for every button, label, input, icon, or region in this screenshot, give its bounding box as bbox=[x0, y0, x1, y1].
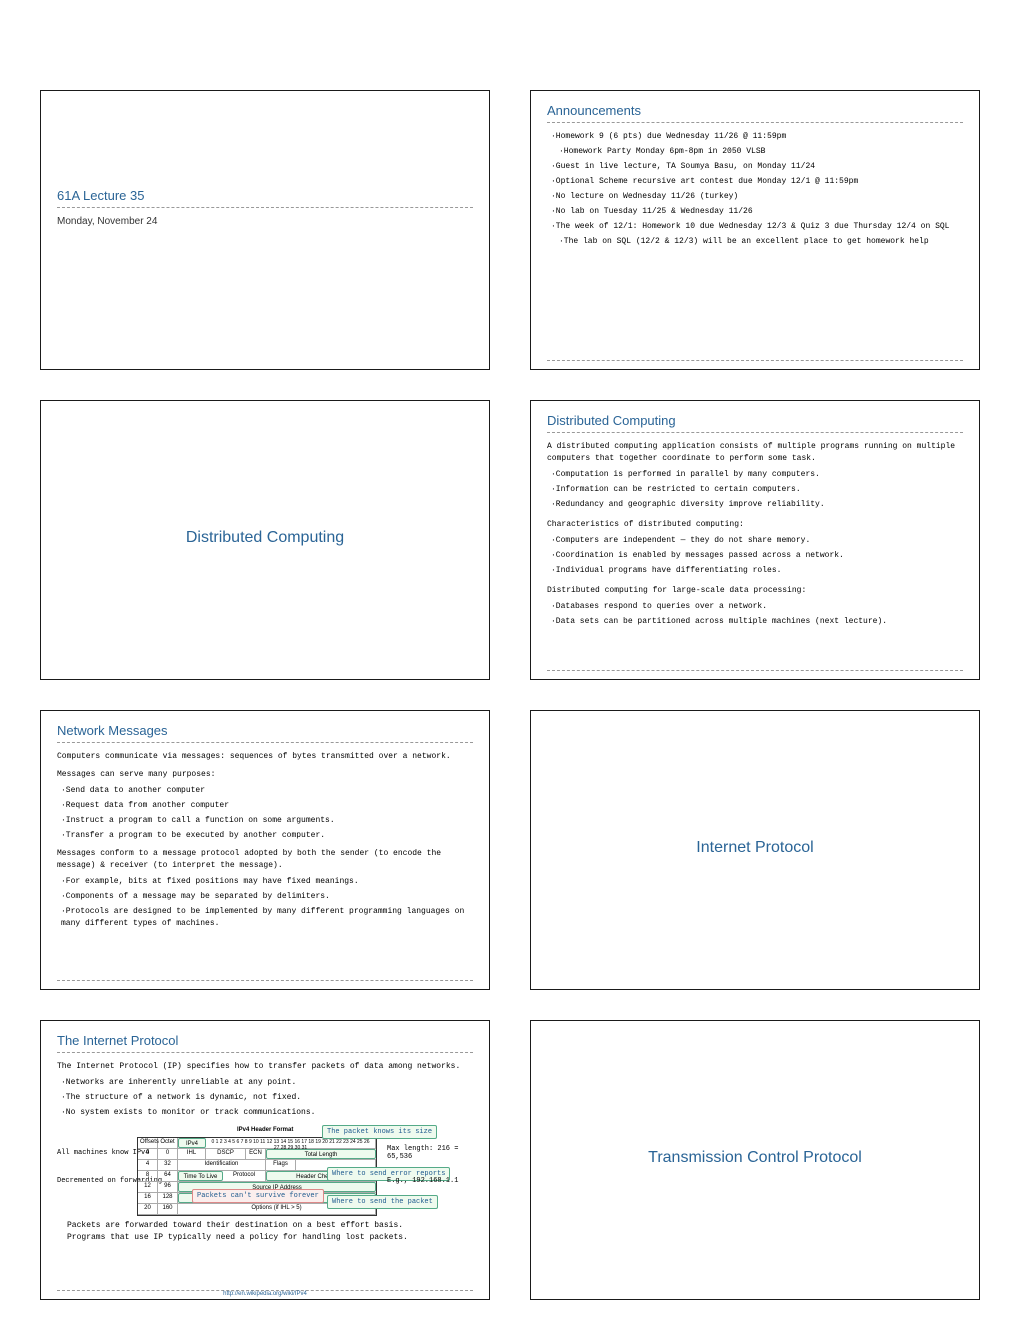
intro-para: The Internet Protocol (IP) specifies how… bbox=[57, 1061, 473, 1073]
divider bbox=[57, 742, 473, 743]
cell: Time To Live bbox=[178, 1171, 223, 1181]
slide-section-title: Transmission Control Protocol bbox=[530, 1020, 980, 1300]
bullet: ·No lab on Tuesday 11/25 & Wednesday 11/… bbox=[547, 206, 963, 218]
bullet: ·Send data to another computer bbox=[57, 785, 473, 797]
bullet: ·Guest in live lecture, TA Soumya Basu, … bbox=[547, 161, 963, 173]
intro-para: A distributed computing application cons… bbox=[547, 441, 963, 465]
ann-left: All machines know IPv4 bbox=[57, 1149, 149, 1157]
lecture-date: Monday, November 24 bbox=[57, 216, 473, 227]
slide-network-messages: Network Messages Computers communicate v… bbox=[40, 710, 490, 990]
bullet: ·Protocols are designed to be implemente… bbox=[57, 906, 473, 930]
divider bbox=[57, 1052, 473, 1053]
intro-para: Computers communicate via messages: sequ… bbox=[57, 751, 473, 763]
cell: Identification bbox=[178, 1160, 266, 1170]
divider bbox=[547, 360, 963, 361]
bullet: ·The structure of a network is dynamic, … bbox=[57, 1092, 473, 1104]
slide-title-card: 61A Lecture 35 Monday, November 24 bbox=[40, 90, 490, 370]
para: Messages conform to a message protocol a… bbox=[57, 848, 473, 872]
bullet: ·Computation is performed in parallel by… bbox=[547, 469, 963, 481]
bullet: ·Transfer a program to be executed by an… bbox=[57, 830, 473, 842]
cell: Flags bbox=[266, 1160, 296, 1170]
cell: 4 bbox=[138, 1160, 158, 1170]
slide-heading: Network Messages bbox=[57, 723, 473, 738]
bullet: ·Data sets can be partitioned across mul… bbox=[547, 616, 963, 628]
ipv4-box: IPv4 bbox=[178, 1138, 206, 1148]
sub-bullet: ·Homework Party Monday 6pm-8pm in 2050 V… bbox=[547, 146, 963, 158]
section-heading: Internet Protocol bbox=[696, 839, 813, 857]
slide-announcements: Announcements ·Homework 9 (6 pts) due We… bbox=[530, 90, 980, 370]
slide-body: A distributed computing application cons… bbox=[547, 441, 963, 628]
cell: 96 bbox=[158, 1182, 178, 1192]
divider bbox=[547, 670, 963, 671]
bullet: ·Individual programs have differentiatin… bbox=[547, 565, 963, 577]
cell: Octet bbox=[158, 1138, 178, 1148]
bullet: ·No system exists to monitor or track co… bbox=[57, 1107, 473, 1119]
ann-right: Max length: 216 = 65,536 bbox=[387, 1145, 473, 1161]
bullet: ·Optional Scheme recursive art contest d… bbox=[547, 176, 963, 188]
section-heading: Transmission Control Protocol bbox=[648, 1149, 862, 1167]
bullet: ·Instruct a program to call a function o… bbox=[57, 815, 473, 827]
cell: 16 bbox=[138, 1193, 158, 1203]
subhead: Distributed computing for large-scale da… bbox=[547, 585, 963, 597]
cell: IHL bbox=[178, 1149, 206, 1159]
bullet: ·Information can be restricted to certai… bbox=[547, 484, 963, 496]
cell: 20 bbox=[138, 1204, 158, 1214]
cell: 32 bbox=[158, 1160, 178, 1170]
bullet: ·Redundancy and geographic diversity imp… bbox=[547, 499, 963, 511]
bullet: ·No lecture on Wednesday 11/26 (turkey) bbox=[547, 191, 963, 203]
bullet: ·Request data from another computer bbox=[57, 800, 473, 812]
lecture-title: 61A Lecture 35 bbox=[57, 188, 473, 203]
ann-right: Where to send the packet bbox=[327, 1195, 438, 1209]
bullet: ·Homework 9 (6 pts) due Wednesday 11/26 … bbox=[547, 131, 963, 143]
slide-section-title: Distributed Computing bbox=[40, 400, 490, 680]
cell: 0 bbox=[158, 1149, 178, 1159]
cell: DSCP bbox=[206, 1149, 246, 1159]
cell: 12 bbox=[138, 1182, 158, 1192]
section-heading: Distributed Computing bbox=[186, 529, 344, 547]
ann-right: E.g., 192.168.1.1 bbox=[387, 1177, 458, 1185]
cell: Offsets bbox=[138, 1138, 158, 1148]
subhead: Characteristics of distributed computing… bbox=[547, 519, 963, 531]
diagram-header: IPv4 Header Format bbox=[237, 1127, 293, 1133]
ipv4-diagram: All machines know IPv4 Decremented on fo… bbox=[57, 1127, 473, 1237]
slide-body: The Internet Protocol (IP) specifies how… bbox=[57, 1061, 473, 1119]
bullet: ·The week of 12/1: Homework 10 due Wedne… bbox=[547, 221, 963, 233]
cell: Total Length bbox=[266, 1149, 376, 1159]
subhead: Messages can serve many purposes: bbox=[57, 769, 473, 781]
divider bbox=[547, 432, 963, 433]
bullet: ·Computers are independent — they do not… bbox=[547, 535, 963, 547]
cell: 64 bbox=[158, 1171, 178, 1181]
bottom-para: Programs that use IP typically need a po… bbox=[67, 1233, 408, 1242]
bullet: ·For example, bits at fixed positions ma… bbox=[57, 876, 473, 888]
cell: 160 bbox=[158, 1204, 178, 1214]
sub-bullet: ·The lab on SQL (12/2 & 12/3) will be an… bbox=[547, 236, 963, 248]
bottom-para: Packets are forwarded toward their desti… bbox=[67, 1221, 403, 1230]
cell: Protocol bbox=[223, 1171, 266, 1181]
slide-heading: Announcements bbox=[547, 103, 963, 118]
slide-heading: Distributed Computing bbox=[547, 413, 963, 428]
slide-heading: The Internet Protocol bbox=[57, 1033, 473, 1048]
ann-right: The packet knows its size bbox=[322, 1125, 437, 1139]
cell: 128 bbox=[158, 1193, 178, 1203]
source-url: http://en.wikipedia.org/wiki/IPv4 bbox=[223, 1291, 307, 1297]
slide-grid: 61A Lecture 35 Monday, November 24 Annou… bbox=[40, 90, 980, 1300]
slide-distributed-computing: Distributed Computing A distributed comp… bbox=[530, 400, 980, 680]
bullet: ·Components of a message may be separate… bbox=[57, 891, 473, 903]
divider bbox=[547, 122, 963, 123]
divider bbox=[57, 207, 473, 208]
bullet: ·Databases respond to queries over a net… bbox=[547, 601, 963, 613]
cell: 8 bbox=[138, 1171, 158, 1181]
bullet: ·Coordination is enabled by messages pas… bbox=[547, 550, 963, 562]
cell: 0 bbox=[138, 1149, 158, 1159]
ann-survive: Packets can't survive forever bbox=[192, 1189, 324, 1203]
slide-section-title: Internet Protocol bbox=[530, 710, 980, 990]
announcement-body: ·Homework 9 (6 pts) due Wednesday 11/26 … bbox=[547, 131, 963, 248]
slide-body: Computers communicate via messages: sequ… bbox=[57, 751, 473, 930]
bullet: ·Networks are inherently unreliable at a… bbox=[57, 1077, 473, 1089]
slide-internet-protocol: The Internet Protocol The Internet Proto… bbox=[40, 1020, 490, 1300]
divider bbox=[57, 980, 473, 981]
cell: ECN bbox=[246, 1149, 266, 1159]
